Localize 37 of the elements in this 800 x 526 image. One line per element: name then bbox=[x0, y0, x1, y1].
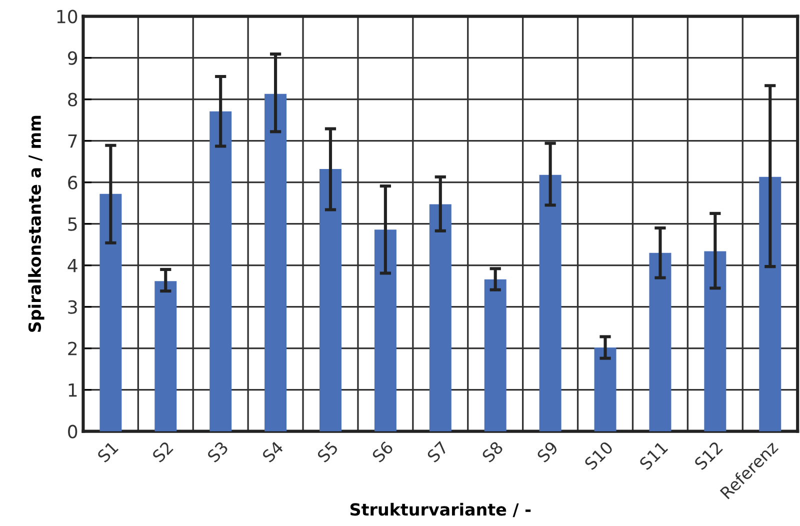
bar bbox=[484, 279, 506, 432]
y-tick-label: 6 bbox=[68, 176, 78, 190]
x-axis-title: Strukturvariante / - bbox=[350, 502, 531, 518]
bar bbox=[154, 281, 177, 432]
x-tick-label: S4 bbox=[262, 440, 284, 463]
y-tick-label: 8 bbox=[68, 92, 78, 106]
bar bbox=[264, 94, 287, 432]
x-tick-label: S2 bbox=[152, 441, 174, 463]
y-tick-label: 0 bbox=[68, 424, 78, 438]
bar bbox=[210, 111, 232, 432]
x-tick-label: S3 bbox=[206, 440, 229, 463]
x-tick-label: S11 bbox=[638, 440, 668, 470]
x-tick-label: S6 bbox=[371, 440, 394, 463]
bar bbox=[759, 176, 782, 432]
y-tick-label: 2 bbox=[68, 342, 77, 356]
y-tick-label: 9 bbox=[68, 51, 78, 65]
x-tick-label: S1 bbox=[96, 440, 119, 463]
bar bbox=[100, 194, 122, 432]
bar bbox=[539, 174, 562, 432]
y-tick-label: 10 bbox=[57, 10, 78, 24]
y-tick-label: 5 bbox=[68, 218, 77, 231]
x-tick-label: S5 bbox=[316, 440, 339, 463]
x-tick-label: S10 bbox=[584, 440, 614, 470]
bar bbox=[320, 169, 342, 432]
x-tick-label: S9 bbox=[536, 440, 559, 463]
x-tick-label: S8 bbox=[481, 440, 504, 463]
y-tick-label: 4 bbox=[68, 259, 78, 272]
bar bbox=[649, 252, 672, 432]
x-tick-label: S7 bbox=[426, 440, 449, 463]
bar bbox=[704, 251, 726, 432]
bar bbox=[429, 204, 452, 432]
y-tick-label: 3 bbox=[68, 300, 77, 314]
bar bbox=[594, 347, 616, 432]
y-tick-label: 7 bbox=[68, 134, 77, 148]
y-axis-title: Spiralkonstante a / mm bbox=[28, 116, 44, 332]
bar bbox=[374, 230, 396, 432]
y-tick-label: 1 bbox=[68, 384, 77, 397]
